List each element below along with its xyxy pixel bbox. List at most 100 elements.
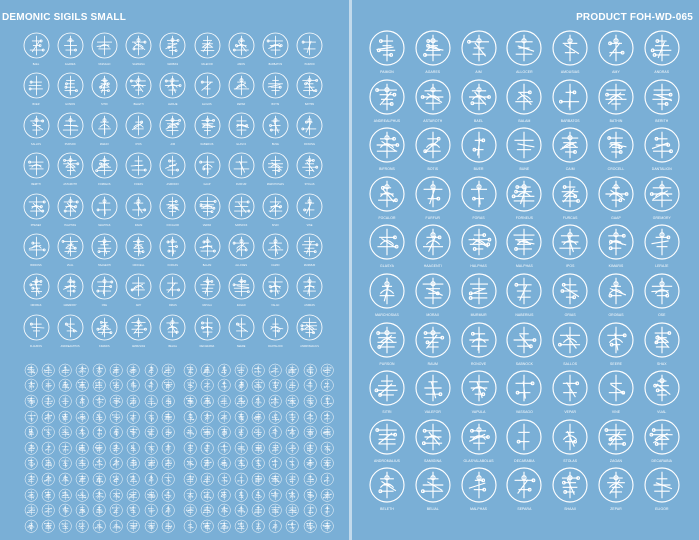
sigil-icon: [57, 32, 84, 59]
sigil-icon: [161, 363, 175, 377]
sigil-name: AIM: [170, 143, 176, 147]
sigil-icon: [109, 519, 123, 533]
sigil-icon: [285, 503, 300, 517]
sigil-icon: [183, 425, 197, 439]
sigil-icon: [320, 456, 334, 471]
sigil-name: MALPHAS: [515, 264, 533, 269]
sigil-icon: [58, 503, 72, 517]
sigil-icon: [91, 233, 118, 260]
sigil-icon: [644, 30, 680, 66]
sigil-icon: [268, 378, 282, 393]
sigil-icon: [285, 456, 300, 471]
sigil-icon: [320, 503, 334, 517]
sigil-icon: [92, 378, 106, 393]
left-sheet: DEMONIC SIGILS SMALL BAEL AGARES VASSAGO SA…: [0, 0, 349, 540]
sigil-icon: [268, 488, 282, 502]
sigil-icon: [144, 410, 158, 424]
sigil-icon: [200, 363, 214, 377]
sigil-name: BELIAL: [426, 507, 439, 512]
sigil-icon: [506, 224, 542, 260]
sigil-name: HALPHAS: [64, 223, 77, 227]
sigil-icon: [194, 273, 221, 300]
sigil-icon: [92, 456, 106, 471]
sigil-name: HALPHAS: [470, 264, 487, 269]
sigil-icon: [126, 472, 141, 486]
sigil-icon: [126, 363, 141, 377]
sigil-icon: [217, 519, 231, 533]
sigil-icon: [23, 112, 50, 139]
sigil-icon: [24, 378, 38, 393]
sigil-icon: [23, 314, 50, 341]
sigil-name: SHAAX: [564, 507, 577, 512]
sigil-name: MURMUR: [303, 264, 316, 267]
sigil-icon: [296, 152, 323, 179]
sigil-name: BIFRONS: [30, 264, 42, 267]
sigil-icon: [91, 193, 118, 220]
sigil-icon: [262, 193, 289, 220]
sigil-icon: [58, 394, 72, 408]
sigil-name: ANDRAS: [304, 304, 315, 308]
sigil-name: PHENEX: [30, 223, 42, 227]
sigil-name: MALPHAS: [470, 507, 488, 512]
sigil-icon: [41, 378, 55, 393]
sigil-icon: [58, 472, 72, 486]
sigil-icon: [461, 370, 497, 406]
sigil-icon: [200, 410, 214, 424]
sigil-icon: [303, 503, 317, 517]
sigil-name: ZEPAR: [237, 102, 246, 106]
sigil-name: ELIGOR: [655, 507, 669, 512]
sigil-icon: [644, 273, 680, 309]
sigil-icon: [75, 363, 89, 377]
sigil-icon: [415, 370, 451, 406]
sigil-name: MARCHOSIAS: [375, 313, 399, 317]
sigil-icon: [91, 112, 118, 139]
sigil-icon: [303, 472, 317, 486]
sigil-icon: [24, 503, 38, 517]
sigil-name: OROBAS: [608, 313, 624, 317]
sigil-icon: [75, 425, 89, 439]
sigil-icon: [644, 176, 680, 212]
sigil-icon: [57, 72, 84, 99]
sigil-name: RAUM: [134, 223, 143, 227]
sigil-icon: [262, 314, 289, 341]
sigil-icon: [644, 467, 680, 503]
sigil-name: BAEL: [474, 118, 484, 123]
sigil-name: LERAJE: [167, 102, 178, 106]
sigil-icon: [415, 224, 451, 260]
sigil-icon: [161, 441, 175, 455]
sigil-name: BIFRONS: [379, 167, 395, 172]
sigil-name: MARCHOSIAS: [266, 183, 284, 187]
sigil-icon: [320, 363, 334, 377]
sigil-icon: [598, 30, 634, 66]
sigil-icon: [268, 441, 282, 455]
sigil-icon: [415, 176, 451, 212]
sigil-icon: [598, 419, 634, 455]
sigil-icon: [268, 456, 282, 471]
sigil-name: GREMORY: [63, 304, 77, 308]
sigil-icon: [369, 30, 405, 66]
sigil-name: IPOS: [565, 264, 575, 269]
sigil-icon: [369, 273, 405, 309]
sigil-icon: [217, 410, 231, 424]
sigil-icon: [506, 273, 542, 309]
sigil-icon: [41, 472, 55, 486]
sigil-icon: [461, 30, 497, 66]
sigil-icon: [91, 314, 118, 341]
sigil-icon: [228, 314, 255, 341]
sigil-icon: [320, 378, 334, 393]
sigil-name: BOTIS: [427, 167, 439, 172]
sigil-icon: [598, 127, 634, 163]
sigil-icon: [161, 519, 175, 533]
sigil-name: VALEFOR: [201, 62, 213, 66]
sigil-icon: [369, 322, 405, 358]
sigil-name: VUAL: [657, 410, 667, 415]
sigil-name: ZAGAN: [609, 458, 623, 463]
sigil-name: VEPAR: [202, 223, 212, 227]
sigil-icon: [217, 456, 231, 471]
sigil-icon: [303, 363, 317, 377]
sigil-icon: [144, 519, 158, 533]
sigil-name: BELETH: [133, 102, 144, 106]
sigil-icon: [92, 472, 106, 486]
sigil-icon: [251, 378, 265, 393]
sigil-icon: [183, 363, 197, 377]
